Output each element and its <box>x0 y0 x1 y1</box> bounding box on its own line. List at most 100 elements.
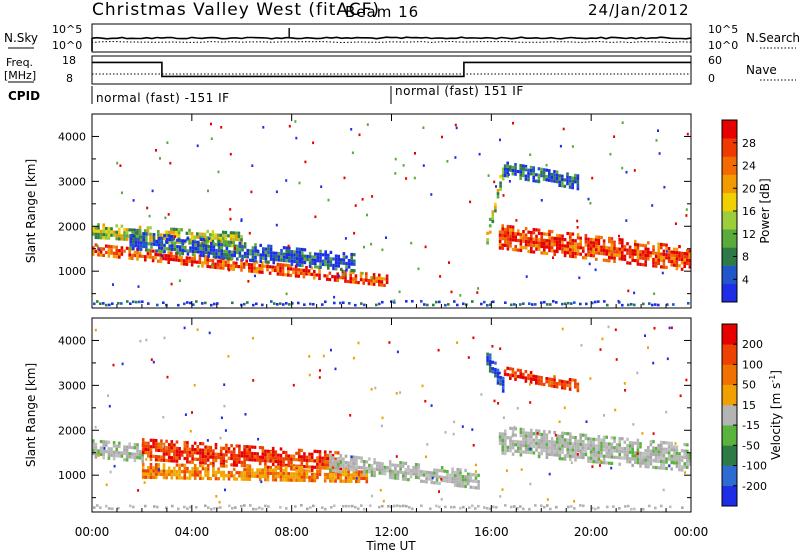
echo-cell <box>571 435 575 439</box>
echo-cell <box>151 259 155 263</box>
echo-cell <box>189 249 192 253</box>
echo-cell <box>167 443 171 447</box>
echo-cell <box>201 476 205 480</box>
echo-cell <box>631 457 634 461</box>
echo-cell <box>530 441 533 445</box>
colorbar-swatch <box>722 156 737 175</box>
echo-cell <box>623 248 627 252</box>
echo-cell <box>405 177 408 180</box>
echo-cell <box>292 472 296 476</box>
echo-cell <box>558 441 562 445</box>
echo-cell <box>430 480 434 485</box>
echo-cell <box>308 459 311 463</box>
echo-cell <box>295 451 298 455</box>
echo-cell <box>626 248 629 252</box>
echo-cell <box>567 505 570 509</box>
echo-cell <box>339 463 343 467</box>
echo-cell <box>471 428 474 431</box>
echo-cell <box>217 242 221 246</box>
echo-cell <box>125 458 129 462</box>
echo-cell <box>509 373 512 377</box>
echo-cell <box>602 239 606 243</box>
echo-cell <box>186 252 190 256</box>
echo-cell <box>184 249 187 253</box>
echo-cell <box>281 263 285 267</box>
echo-cell <box>113 464 116 468</box>
echo-cell <box>595 444 598 448</box>
echo-cell <box>576 455 580 459</box>
echo-cell <box>160 249 164 254</box>
echo-cell <box>284 475 288 479</box>
echo-cell <box>587 240 590 244</box>
date-label: 24/Jan/2012 <box>588 1 690 19</box>
echo-cell <box>504 301 507 304</box>
echo-cell <box>177 258 181 262</box>
echo-cell <box>110 248 113 252</box>
echo-cell <box>363 303 366 307</box>
cpid-row: CPID normal (fast) -151 IF normal (fast)… <box>8 84 523 105</box>
echo-cell <box>190 232 194 236</box>
echo-cell <box>561 431 564 435</box>
echo-cell <box>139 238 143 242</box>
echo-cell <box>665 410 668 414</box>
echo-cell <box>164 216 167 220</box>
echo-cell <box>582 249 585 253</box>
echo-cell <box>203 239 207 243</box>
echo-cell <box>373 458 376 462</box>
echo-cell <box>164 257 168 261</box>
echo-cell <box>223 404 226 408</box>
echo-cell <box>516 507 519 510</box>
echo-cell <box>357 456 361 460</box>
echo-cell <box>249 249 252 253</box>
echo-cell <box>530 444 533 448</box>
echo-cell <box>280 258 283 262</box>
echo-cell <box>362 469 366 473</box>
echo-cell <box>509 234 512 238</box>
echo-cell <box>171 244 174 248</box>
echo-cell <box>595 438 598 442</box>
echo-cell <box>193 253 196 258</box>
echo-cell <box>504 451 507 456</box>
nsky-series-line <box>91 36 692 51</box>
echo-cell <box>107 233 111 237</box>
echo-cell <box>145 238 148 242</box>
echo-cell <box>498 240 502 244</box>
echo-cell <box>605 448 608 452</box>
echo-cell <box>305 272 308 276</box>
echo-cell <box>625 170 628 174</box>
echo-cell <box>545 449 549 453</box>
echo-cell <box>258 264 261 268</box>
echo-cell <box>574 252 577 256</box>
echo-cell <box>576 177 580 181</box>
echo-cell <box>147 242 151 246</box>
echo-cell <box>435 471 439 476</box>
echo-cell <box>556 243 559 247</box>
echo-cell <box>532 175 535 180</box>
echo-cell <box>264 247 268 251</box>
echo-cell <box>582 504 585 508</box>
echo-cell <box>343 176 346 180</box>
echo-cell <box>569 248 572 252</box>
echo-cell <box>563 383 567 387</box>
echo-cell <box>505 469 508 472</box>
echo-cell <box>167 472 171 477</box>
echo-cell <box>532 237 536 241</box>
echo-cell <box>126 300 129 303</box>
echo-cell <box>569 232 572 236</box>
echo-cell <box>105 483 108 487</box>
echo-cell <box>316 449 319 454</box>
echo-cell <box>344 466 348 471</box>
echo-cell <box>307 269 311 273</box>
echo-cell <box>191 467 194 471</box>
echo-cell <box>555 176 559 181</box>
echo-cell <box>287 464 291 468</box>
echo-cell <box>459 294 462 297</box>
echo-cell <box>537 228 541 232</box>
echo-cell <box>230 444 233 448</box>
echo-cell <box>248 448 252 452</box>
echo-cell <box>561 247 564 251</box>
echo-cell <box>626 444 629 448</box>
echo-cell <box>105 440 108 444</box>
echo-cell <box>282 303 285 306</box>
